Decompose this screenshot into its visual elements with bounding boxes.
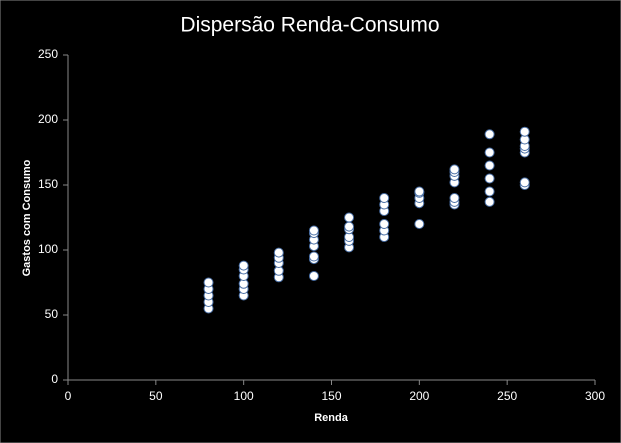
point bbox=[308, 225, 319, 236]
point bbox=[519, 126, 530, 137]
y-tick-label: 0 bbox=[51, 372, 58, 386]
point bbox=[484, 129, 495, 140]
point bbox=[484, 186, 495, 197]
chart-title: Dispersão Renda-Consumo bbox=[180, 14, 439, 37]
point bbox=[379, 219, 390, 229]
point bbox=[344, 212, 355, 223]
point bbox=[379, 193, 390, 203]
point bbox=[414, 186, 425, 197]
point bbox=[344, 221, 355, 232]
point bbox=[414, 219, 425, 229]
y-tick-label: 200 bbox=[38, 112, 58, 126]
x-tick-label: 300 bbox=[585, 389, 605, 403]
x-tick-label: 250 bbox=[497, 389, 517, 403]
x-tick-label: 0 bbox=[65, 389, 72, 403]
y-tick-label: 100 bbox=[38, 242, 58, 256]
y-axis-title: Gastos com Consumo bbox=[21, 159, 33, 276]
x-tick-label: 100 bbox=[234, 389, 254, 403]
y-tick-label: 250 bbox=[38, 47, 58, 61]
x-tick-label: 200 bbox=[409, 389, 429, 403]
y-tick-label: 150 bbox=[38, 177, 58, 191]
y-tick-label: 50 bbox=[45, 307, 59, 321]
point bbox=[519, 177, 530, 188]
point bbox=[203, 277, 214, 288]
x-axis-title: Renda bbox=[314, 412, 349, 424]
point bbox=[484, 196, 495, 207]
point bbox=[484, 147, 495, 158]
point bbox=[238, 260, 249, 271]
x-tick-label: 150 bbox=[321, 389, 341, 403]
point bbox=[484, 173, 495, 184]
point bbox=[484, 160, 495, 171]
point bbox=[273, 247, 284, 258]
point bbox=[449, 164, 460, 175]
point bbox=[308, 251, 319, 262]
point bbox=[308, 271, 319, 281]
x-tick-label: 50 bbox=[149, 389, 163, 403]
point bbox=[449, 193, 460, 203]
